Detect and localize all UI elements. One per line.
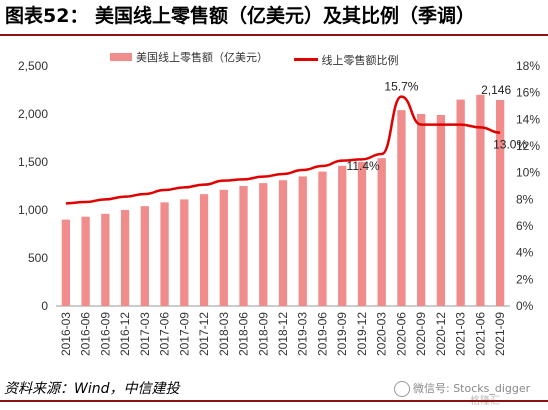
bar <box>397 110 406 306</box>
bar <box>456 99 465 306</box>
y-right-tick-label: 16% <box>516 86 540 100</box>
bar <box>357 162 367 306</box>
y-left-tick-label: 2,000 <box>18 107 48 121</box>
bar <box>318 171 327 306</box>
watermark-text: 微信号: Stocks_digger <box>413 382 531 395</box>
bar <box>476 94 485 306</box>
bar <box>199 194 209 306</box>
legend-line-swatch <box>293 58 318 61</box>
x-tick-label: 2019-12 <box>355 312 369 356</box>
x-tick-label: 2016-12 <box>118 312 132 356</box>
bar <box>219 189 228 306</box>
x-tick-label: 2017-12 <box>197 312 211 356</box>
x-tick-label: 2021-03 <box>454 312 468 356</box>
x-tick-label: 2016-06 <box>79 312 93 356</box>
bar <box>61 219 71 306</box>
y-right-tick-label: 12% <box>516 139 540 153</box>
x-tick-label: 2019-03 <box>296 312 310 356</box>
y-right-tick-label: 2% <box>516 272 534 286</box>
title-divider <box>0 34 548 36</box>
data-label-line-peak: 15.7% <box>384 80 418 94</box>
bar <box>101 213 110 306</box>
x-tick-label: 2016-09 <box>98 312 112 356</box>
legend-bar-label: 美国线上零售额（亿美元） <box>136 51 268 64</box>
x-tick-label: 2016-03 <box>59 312 73 356</box>
y-left-tick-label: 0 <box>41 299 48 313</box>
y-left-tick-label: 1,500 <box>18 155 48 169</box>
y-right-tick-label: 0% <box>516 299 534 313</box>
bar <box>81 216 90 306</box>
legend-item-line: 线上零售额比例 <box>293 52 399 68</box>
y-right-tick-label: 8% <box>516 192 534 206</box>
legend: 美国线上零售额（亿美元） 线上零售额比例 <box>110 49 421 68</box>
y-left-tick-label: 2,500 <box>18 59 48 73</box>
x-tick-label: 2018-09 <box>256 312 270 356</box>
bar <box>436 114 446 307</box>
source-note: 资料来源：Wind，中信建投 <box>4 381 180 397</box>
bar <box>180 199 189 306</box>
x-tick-label: 2019-09 <box>335 312 349 356</box>
legend-line-label: 线上零售额比例 <box>321 53 399 67</box>
series-line <box>65 95 501 205</box>
bar <box>417 114 426 306</box>
data-label-line-last: 13.0% <box>493 138 527 152</box>
bar <box>495 99 505 306</box>
x-tick-label: 2020-06 <box>394 312 408 356</box>
y-right-tick-label: 6% <box>516 219 534 233</box>
y-left-tick-label: 1,000 <box>18 203 48 217</box>
x-tick-label: 2018-03 <box>217 312 231 356</box>
legend-item-bars: 美国线上零售额（亿美元） <box>110 49 268 65</box>
x-tick-label: 2017-06 <box>158 312 172 356</box>
bar <box>140 206 149 306</box>
bar <box>377 158 386 306</box>
chart-title: 图表52： 美国线上零售额（亿美元）及其比例（季调） <box>5 5 476 27</box>
x-tick-label: 2018-12 <box>276 312 290 356</box>
y-right-tick-label: 18% <box>516 59 540 73</box>
x-tick-label: 2017-09 <box>177 312 191 356</box>
x-tick-label: 2019-06 <box>315 312 329 356</box>
y-right-tick-label: 14% <box>516 112 540 126</box>
bar <box>259 183 268 306</box>
x-tick-label: 2020-03 <box>375 312 389 356</box>
wechat-icon <box>394 381 410 397</box>
legend-bar-swatch <box>110 53 132 61</box>
footer-divider <box>0 400 548 402</box>
chart-plot: 0 500 1,000 1,500 2,000 2,500 0% 2% 4% 6% 8% 10% 12%… <box>18 59 540 356</box>
watermark: 微信号: Stocks_digger <box>394 380 530 397</box>
bar <box>160 202 169 306</box>
data-label-bar-last: 2,146 <box>481 83 511 97</box>
y-right-tick-label: 10% <box>516 166 540 180</box>
bar <box>338 165 347 306</box>
x-tick-label: 2020-09 <box>414 312 428 356</box>
y-left-tick-label: 500 <box>28 251 48 265</box>
bar <box>239 186 248 306</box>
x-tick-label: 2018-06 <box>237 312 251 356</box>
data-label-line-pre: 11.4% <box>347 159 380 173</box>
x-tick-label: 2017-03 <box>138 312 152 356</box>
y-right-tick-label: 4% <box>516 246 534 260</box>
bar <box>298 176 307 306</box>
bar <box>278 180 288 306</box>
x-tick-label: 2021-09 <box>493 312 507 356</box>
bar <box>120 210 130 306</box>
x-tick-label: 2021-06 <box>473 312 487 356</box>
x-tick-label: 2020-12 <box>434 312 448 356</box>
